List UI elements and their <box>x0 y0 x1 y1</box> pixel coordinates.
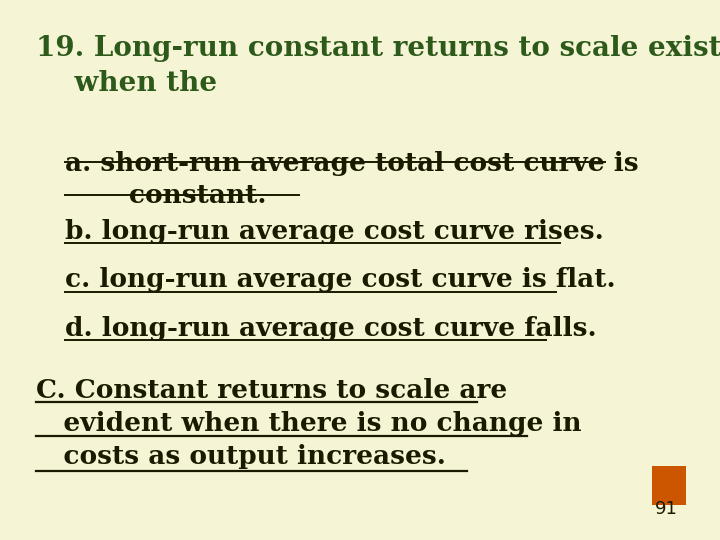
FancyBboxPatch shape <box>652 466 686 505</box>
Text: b. long-run average cost curve rises.: b. long-run average cost curve rises. <box>65 219 603 244</box>
Text: d. long-run average cost curve falls.: d. long-run average cost curve falls. <box>65 316 596 341</box>
Text: c. long-run average cost curve is flat.: c. long-run average cost curve is flat. <box>65 267 616 292</box>
Text: a. short-run average total cost curve is
       constant.: a. short-run average total cost curve is… <box>65 151 639 208</box>
Text: 91: 91 <box>655 501 678 518</box>
Text: C. Constant returns to scale are
   evident when there is no change in
   costs : C. Constant returns to scale are evident… <box>36 378 582 469</box>
Text: 19. Long-run constant returns to scale exist
    when the: 19. Long-run constant returns to scale e… <box>36 35 720 98</box>
